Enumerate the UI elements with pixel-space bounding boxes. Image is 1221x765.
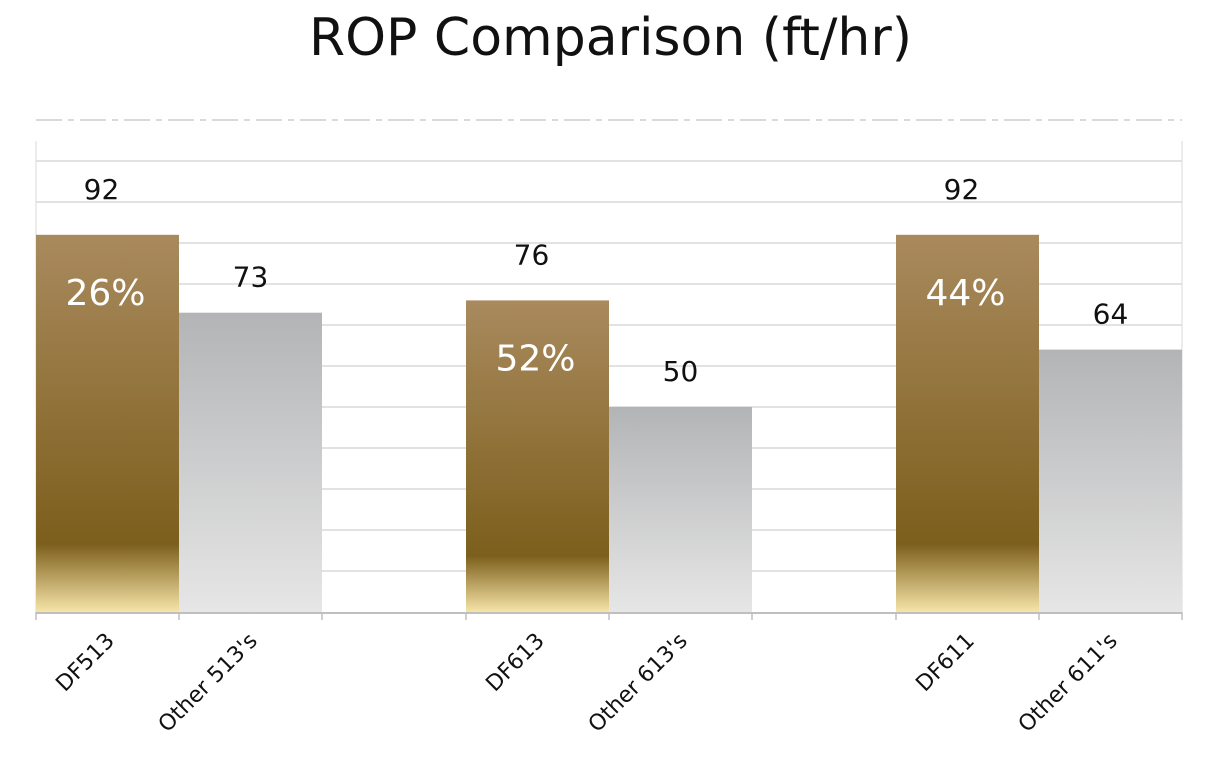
x-axis: DF513 Other 513's DF613 Other 613's DF611 Oth…	[35, 612, 1183, 738]
x-tick-label: DF611	[911, 629, 979, 697]
improvement-label: 44%	[925, 273, 1005, 314]
x-tick-label: Other 613's	[584, 629, 693, 738]
bar-other-613-s	[609, 407, 752, 612]
x-tick-label: Other 611's	[1014, 629, 1123, 738]
x-tick-label: Other 513's	[154, 629, 263, 738]
chart-title: ROP Comparison (ft/hr)	[308, 8, 913, 68]
x-tick-label: DF513	[51, 629, 119, 697]
data-label: 64	[1093, 298, 1129, 331]
bar-df611	[896, 234, 1039, 613]
bar-df513	[36, 234, 179, 613]
data-label: 50	[663, 355, 699, 388]
bar-other-611-s	[1039, 349, 1182, 612]
bar-df613	[466, 300, 609, 612]
x-tick-label: DF613	[481, 629, 549, 697]
bar-other-513-s	[179, 312, 322, 612]
data-label: 92	[944, 173, 980, 206]
bars	[36, 234, 1182, 613]
labels: 92 26% 73 76 52% 50 92 44% 64	[65, 173, 1128, 388]
data-label: 73	[233, 261, 269, 294]
data-label: 76	[514, 238, 550, 271]
improvement-label: 26%	[65, 273, 145, 314]
improvement-label: 52%	[495, 338, 575, 379]
data-label: 92	[84, 173, 120, 206]
